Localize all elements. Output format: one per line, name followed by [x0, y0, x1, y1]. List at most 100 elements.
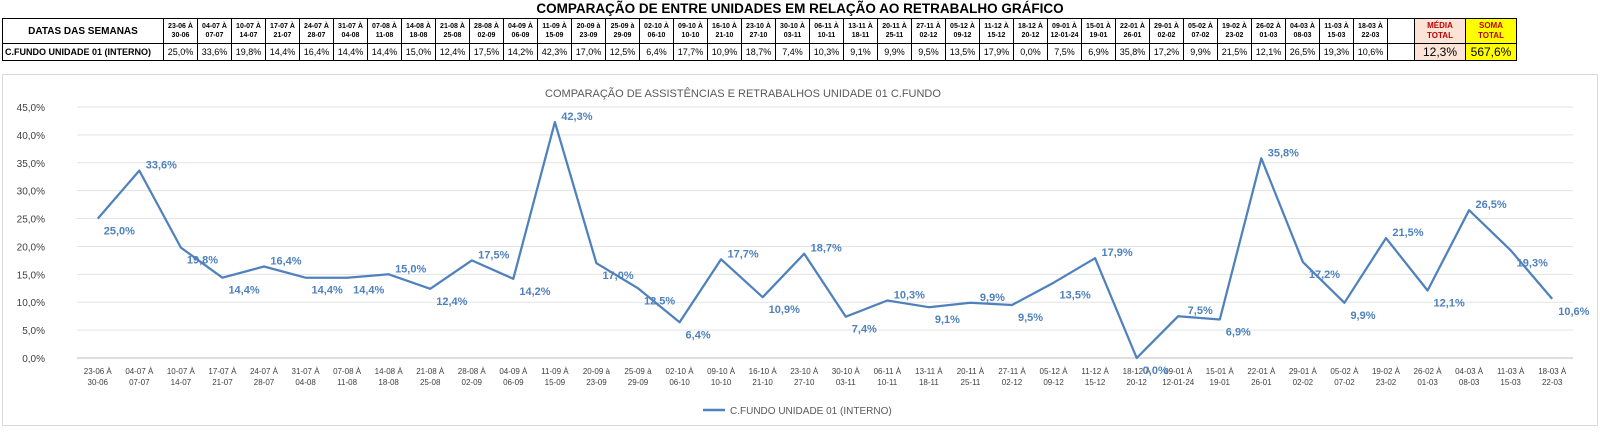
data-label: 15,0% [395, 263, 426, 275]
week-header-cell: 04-03 À 08-03 [1285, 18, 1320, 44]
value-cell: 17,7% [673, 43, 708, 61]
data-label: 14,2% [519, 286, 550, 298]
value-cell: 17,0% [571, 43, 606, 61]
data-label: 10,6% [1558, 306, 1589, 318]
data-label: 7,4% [852, 324, 877, 336]
x-tick-label: 24-07 À 28-07 [250, 367, 279, 387]
x-tick-label: 30-10 À 03-11 [832, 367, 861, 387]
x-tick-label: 13-11 À 18-11 [915, 367, 943, 387]
value-cell: 18,7% [741, 43, 776, 61]
y-tick-label: 5,0% [22, 326, 45, 337]
x-tick-label: 09-10 À 10-10 [707, 367, 736, 387]
week-header-cell: 29-01 À 02-02 [1149, 18, 1184, 44]
x-tick-label: 27-11 À 02-12 [998, 367, 1026, 387]
x-tick-label: 14-08 À 18-08 [375, 367, 404, 387]
week-header-cell: 05-12 À 09-12 [945, 18, 980, 44]
value-cell: 17,9% [979, 43, 1014, 61]
week-header-cell: 04-09 À 06-09 [503, 18, 538, 44]
x-tick-label: 07-08 À 11-08 [333, 367, 362, 387]
page-title: COMPARAÇÃO DE ENTRE UNIDADES EM RELAÇÃO … [536, 1, 1064, 16]
week-header-cell: 09-01 À 12-01-24 [1047, 18, 1082, 44]
data-label: 14,4% [312, 285, 343, 297]
value-cell: 12,1% [1251, 43, 1286, 61]
value-cell: 14,4% [265, 43, 300, 61]
week-header-cell: 20-11 À 25-11 [877, 18, 912, 44]
y-tick-label: 40,0% [17, 131, 45, 142]
x-tick-label: 04-09 À 06-09 [499, 367, 528, 387]
value-cell: 7,4% [775, 43, 810, 61]
data-label: 12,1% [1434, 298, 1465, 310]
data-label: 33,6% [146, 160, 177, 172]
data-labels: 25,0% 33,6% 19,8% 14,4% 16,4% 14,4% 14,4% 15,0%… [104, 111, 1590, 377]
data-label: 10,3% [894, 290, 925, 302]
x-tick-label: 28-08 À 02-09 [458, 367, 487, 387]
x-tick-label: 23-06 À 30-06 [84, 367, 113, 387]
x-tick-label: 11-03 À 15-03 [1497, 367, 1525, 387]
y-tick-label: 0,0% [22, 354, 45, 365]
data-label: 6,4% [686, 329, 711, 341]
data-label: 17,9% [1102, 247, 1133, 259]
week-header-cell: 14-08 À 18-08 [401, 18, 436, 44]
data-label: 0,0% [1143, 365, 1168, 377]
value-cell: 10,9% [707, 43, 742, 61]
value-cell: 9,9% [877, 43, 912, 61]
week-header-cell: 28-08 À 02-09 [469, 18, 504, 44]
x-tick-label: 20-09 à 23-09 [583, 367, 611, 387]
value-cell: 42,3% [537, 43, 572, 61]
data-label: 19,8% [187, 255, 218, 267]
data-label: 35,8% [1268, 147, 1299, 159]
soma-total-header: SOMA TOTAL [1465, 18, 1517, 44]
chart-title: COMPARAÇÃO DE ASSISTÊNCIAS E RETRABALHOS… [545, 87, 941, 100]
data-label: 18,7% [811, 243, 842, 255]
x-tick-label: 29-01 À 02-02 [1289, 367, 1318, 387]
table-header-row: DATAS DAS SEMANAS 23-06 À 30-06 04-07 À 0… [2, 18, 1517, 44]
value-cell: 9,9% [1183, 43, 1218, 61]
x-tick-label: 02-10 À 06-10 [666, 367, 695, 387]
x-tick-label: 19-02 À 23-02 [1372, 367, 1401, 387]
spacer-cell [1387, 43, 1415, 61]
legend-label: C.FUNDO UNIDADE 01 (INTERNO) [730, 406, 892, 417]
data-label: 42,3% [561, 111, 592, 123]
value-cell: 10,3% [809, 43, 844, 61]
y-tick-label: 20,0% [17, 242, 45, 253]
data-label: 12,5% [644, 295, 675, 307]
value-cell: 16,4% [299, 43, 334, 61]
x-tick-label: 11-12 À 15-12 [1081, 367, 1109, 387]
data-label: 19,3% [1517, 257, 1548, 269]
media-total-value: 12,3% [1414, 43, 1466, 61]
value-cell: 33,6% [197, 43, 232, 61]
data-label: 26,5% [1476, 199, 1507, 211]
chart-area: COMPARAÇÃO DE ASSISTÊNCIAS E RETRABALHOS… [2, 74, 1598, 426]
data-label: 7,5% [1188, 305, 1213, 317]
value-cell: 14,4% [367, 43, 402, 61]
x-tick-label: 04-07 À 07-07 [125, 367, 154, 387]
week-header-cell: 02-10 À 06-10 [639, 18, 674, 44]
week-header-cell: 23-06 À 30-06 [163, 18, 198, 44]
x-tick-label: 23-10 À 27-10 [790, 367, 819, 387]
y-axis-ticks: 0,0% 5,0% 10,0% 15,0% 20,0% 25,0% 30,0% 35,0% 40… [17, 103, 45, 365]
week-header-cell: 18-03 À 22-03 [1353, 18, 1388, 44]
spacer-cell [1387, 18, 1415, 44]
data-label: 17,0% [602, 270, 633, 282]
week-header-cell: 30-10 À 03-11 [775, 18, 810, 44]
week-header-cell: 17-07 À 21-07 [265, 18, 300, 44]
x-tick-label: 18-12 À 20-12 [1123, 367, 1152, 387]
value-cell: 12,5% [605, 43, 640, 61]
week-header-cell: 31-07 À 04-08 [333, 18, 368, 44]
data-label: 6,9% [1226, 327, 1251, 339]
legend: C.FUNDO UNIDADE 01 (INTERNO) [703, 406, 892, 417]
x-tick-label: 17-07 À 21-07 [208, 367, 237, 387]
week-header-cell: 09-10 À 10-10 [673, 18, 708, 44]
x-tick-label: 05-02 À 07-02 [1330, 367, 1359, 387]
data-label: 9,1% [935, 314, 960, 326]
media-total-header: MÉDIA TOTAL [1414, 18, 1466, 44]
week-header-cell: 07-08 À 11-08 [367, 18, 402, 44]
value-cell: 0,0% [1013, 43, 1048, 61]
x-tick-label: 21-08 À 25-08 [416, 367, 445, 387]
x-tick-label: 04-03 À 08-03 [1455, 367, 1484, 387]
x-axis-ticks: 23-06 À 30-06 04-07 À 07-07 10-07 À 14-07 17-0… [84, 367, 1567, 387]
week-header-cell: 27-11 À 02-12 [911, 18, 946, 44]
week-header-cell: 11-03 À 15-03 [1319, 18, 1354, 44]
value-cell: 6,4% [639, 43, 674, 61]
x-tick-label: 22-01 À 26-01 [1247, 367, 1276, 387]
